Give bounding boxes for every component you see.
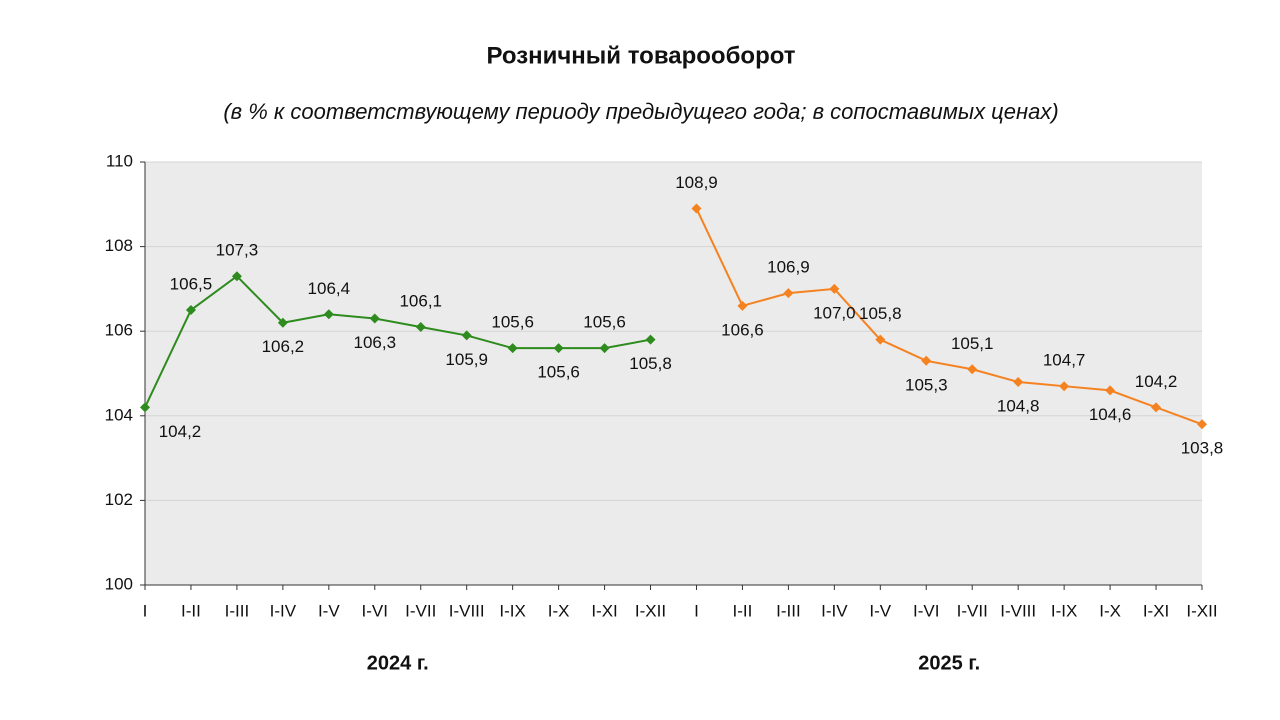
data-label: 106,6 bbox=[721, 320, 764, 339]
x-tick-label: I-X bbox=[548, 601, 570, 620]
x-tick-label: I-VIII bbox=[449, 601, 485, 620]
data-label: 106,4 bbox=[308, 279, 351, 298]
marker bbox=[140, 402, 150, 413]
marker bbox=[691, 203, 702, 214]
data-label: 106,3 bbox=[354, 333, 397, 352]
data-label: 105,9 bbox=[445, 350, 488, 369]
y-tick-label: 106 bbox=[105, 321, 133, 340]
x-tick-label: I-IX bbox=[1051, 601, 1077, 620]
data-label: 104,2 bbox=[159, 422, 202, 441]
data-label: 106,9 bbox=[767, 258, 810, 277]
data-label: 108,9 bbox=[675, 173, 718, 192]
series-line bbox=[144, 274, 651, 408]
data-label: 105,8 bbox=[859, 304, 902, 323]
x-tick-label: I-VI bbox=[362, 601, 388, 620]
marker bbox=[829, 283, 840, 294]
marker bbox=[1105, 385, 1116, 396]
data-label: 107,0 bbox=[813, 303, 856, 322]
data-label: 105,8 bbox=[629, 354, 672, 373]
y-tick-label: 100 bbox=[105, 574, 133, 593]
marker bbox=[507, 343, 518, 354]
series-line bbox=[695, 208, 1203, 426]
chart-title: Розничный товарооборот bbox=[486, 42, 795, 69]
marker bbox=[599, 343, 610, 354]
x-tick-label: I-II bbox=[181, 601, 201, 620]
x-tick-label: I-VIII bbox=[1000, 601, 1036, 620]
x-tick-label: I-III bbox=[776, 601, 801, 620]
marker bbox=[277, 317, 288, 328]
data-label: 106,1 bbox=[399, 291, 442, 310]
marker bbox=[185, 305, 196, 316]
x-tick-label: I-X bbox=[1099, 601, 1121, 620]
y-tick-label: 108 bbox=[105, 236, 133, 255]
marker bbox=[1013, 376, 1024, 387]
legend-label: 2025 г. bbox=[918, 652, 980, 674]
x-tick-label: I-V bbox=[318, 601, 340, 620]
marker bbox=[1197, 419, 1207, 430]
x-tick-label: I bbox=[143, 601, 148, 620]
legend-label: 2024 г. bbox=[367, 652, 429, 674]
x-tick-label: I-IV bbox=[821, 601, 848, 620]
marker bbox=[967, 364, 978, 375]
marker bbox=[231, 271, 242, 282]
data-label: 105,6 bbox=[491, 313, 534, 332]
y-tick-label: 110 bbox=[106, 151, 133, 170]
x-tick-label: I-III bbox=[225, 601, 250, 620]
data-label: 105,6 bbox=[537, 363, 580, 382]
marker bbox=[875, 334, 886, 345]
data-label: 104,7 bbox=[1043, 351, 1086, 370]
x-tick-label: I-VII bbox=[957, 601, 988, 620]
y-tick-label: 104 bbox=[105, 405, 133, 424]
x-tick-label: I-XI bbox=[1143, 601, 1169, 620]
x-tick-label: I-VII bbox=[405, 601, 436, 620]
plot-area bbox=[145, 162, 1202, 585]
y-tick-label: 102 bbox=[105, 490, 133, 509]
data-label: 105,6 bbox=[583, 313, 626, 332]
x-tick-label: I-II bbox=[733, 601, 753, 620]
marker bbox=[461, 330, 472, 341]
data-label: 106,2 bbox=[262, 337, 305, 356]
data-label: 104,8 bbox=[997, 396, 1040, 415]
data-label: 104,6 bbox=[1089, 405, 1132, 424]
data-label: 103,8 bbox=[1181, 439, 1224, 458]
marker bbox=[323, 309, 334, 320]
data-label: 107,3 bbox=[216, 241, 259, 260]
data-label: 106,5 bbox=[170, 275, 213, 294]
marker bbox=[921, 355, 932, 366]
chart-subtitle: (в % к соответствующему периоду предыдущ… bbox=[223, 99, 1058, 124]
x-tick-label: I-XI bbox=[591, 601, 617, 620]
x-tick-label: I-XII bbox=[1186, 601, 1217, 620]
marker bbox=[645, 334, 656, 345]
x-tick-label: I-VI bbox=[913, 601, 939, 620]
marker bbox=[737, 300, 748, 311]
x-tick-label: I-IX bbox=[499, 601, 525, 620]
marker bbox=[1059, 381, 1070, 392]
x-tick-label: I-XII bbox=[635, 601, 666, 620]
marker bbox=[369, 313, 380, 324]
marker bbox=[553, 343, 564, 354]
marker bbox=[415, 321, 426, 332]
x-tick-label: I bbox=[694, 601, 699, 620]
x-tick-label: I-IV bbox=[270, 601, 297, 620]
data-label: 105,3 bbox=[905, 375, 948, 394]
marker bbox=[1151, 402, 1162, 413]
marker bbox=[783, 288, 794, 299]
data-label: 104,2 bbox=[1135, 372, 1178, 391]
data-label: 105,1 bbox=[951, 334, 994, 353]
x-tick-label: I-V bbox=[869, 601, 891, 620]
